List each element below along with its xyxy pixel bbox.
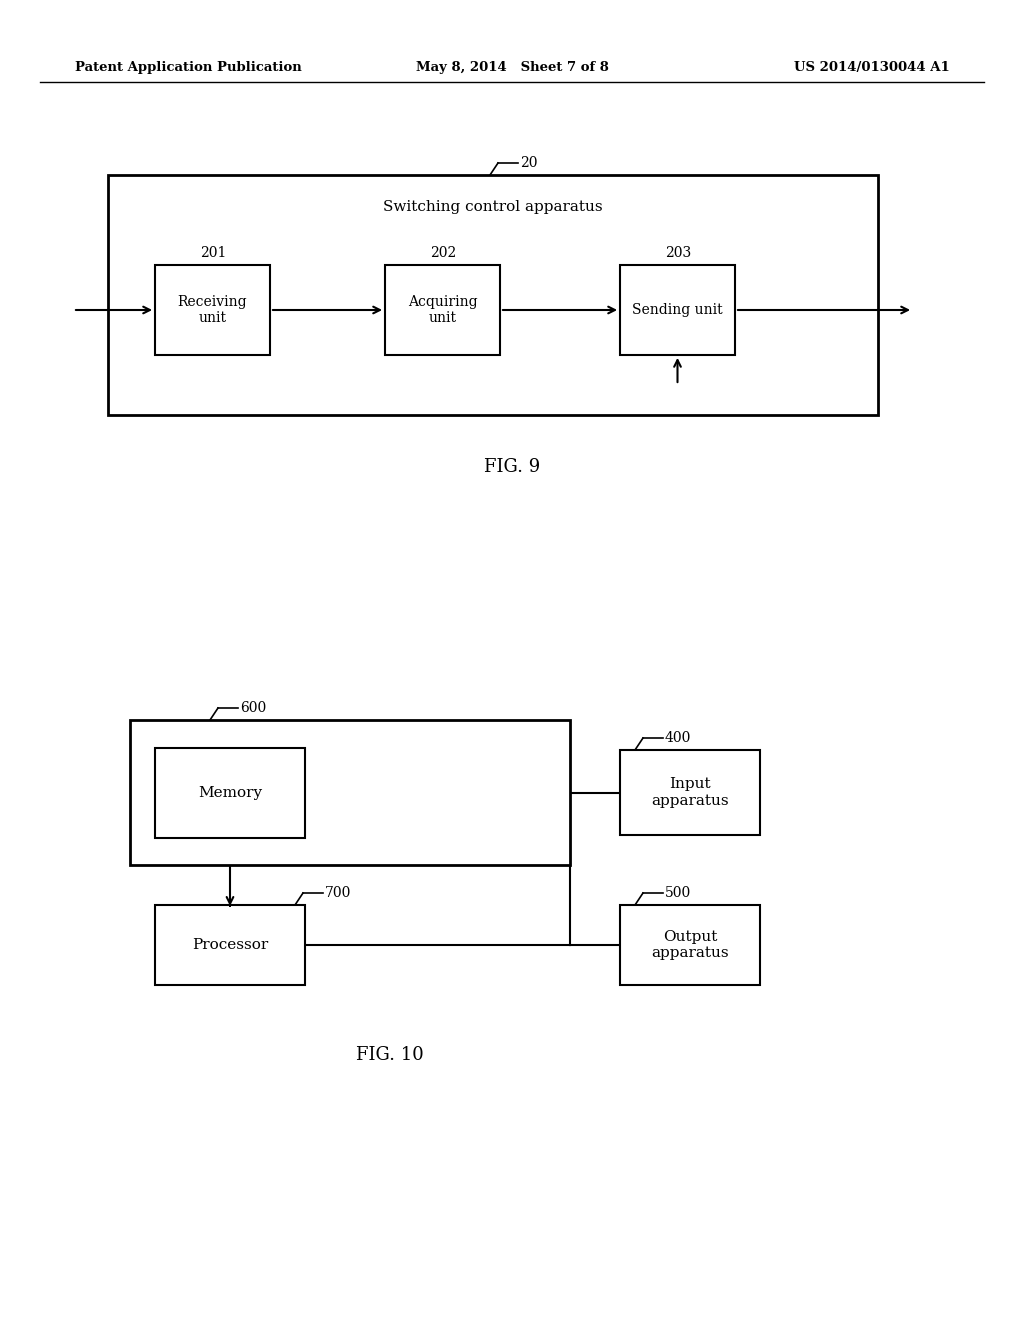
Bar	[155, 906, 305, 985]
Text: 201: 201	[200, 246, 226, 260]
Text: 203: 203	[665, 246, 691, 260]
Text: May 8, 2014   Sheet 7 of 8: May 8, 2014 Sheet 7 of 8	[416, 62, 608, 74]
Text: 700: 700	[325, 886, 351, 900]
Text: Sending unit: Sending unit	[632, 304, 723, 317]
Text: US 2014/0130044 A1: US 2014/0130044 A1	[795, 62, 950, 74]
Text: Switching control apparatus: Switching control apparatus	[383, 201, 603, 214]
Text: FIG. 9: FIG. 9	[484, 458, 540, 477]
Bar	[385, 265, 500, 355]
Text: 500: 500	[665, 886, 691, 900]
Text: 202: 202	[430, 246, 457, 260]
Bar	[108, 176, 878, 414]
Bar	[620, 265, 735, 355]
Text: 600: 600	[240, 701, 266, 715]
Text: Input
apparatus: Input apparatus	[651, 777, 729, 808]
Text: Acquiring
unit: Acquiring unit	[408, 294, 477, 325]
Text: Receiving
unit: Receiving unit	[178, 294, 248, 325]
Text: FIG. 10: FIG. 10	[356, 1045, 424, 1064]
Text: Patent Application Publication: Patent Application Publication	[75, 62, 302, 74]
Bar	[620, 906, 760, 985]
Text: 400: 400	[665, 731, 691, 744]
Text: Memory: Memory	[198, 785, 262, 800]
Bar	[155, 747, 305, 837]
Bar	[620, 750, 760, 836]
Bar	[155, 265, 270, 355]
Text: Output
apparatus: Output apparatus	[651, 929, 729, 960]
Text: Processor: Processor	[191, 939, 268, 952]
Text: 20: 20	[520, 156, 538, 170]
Bar	[130, 719, 570, 865]
